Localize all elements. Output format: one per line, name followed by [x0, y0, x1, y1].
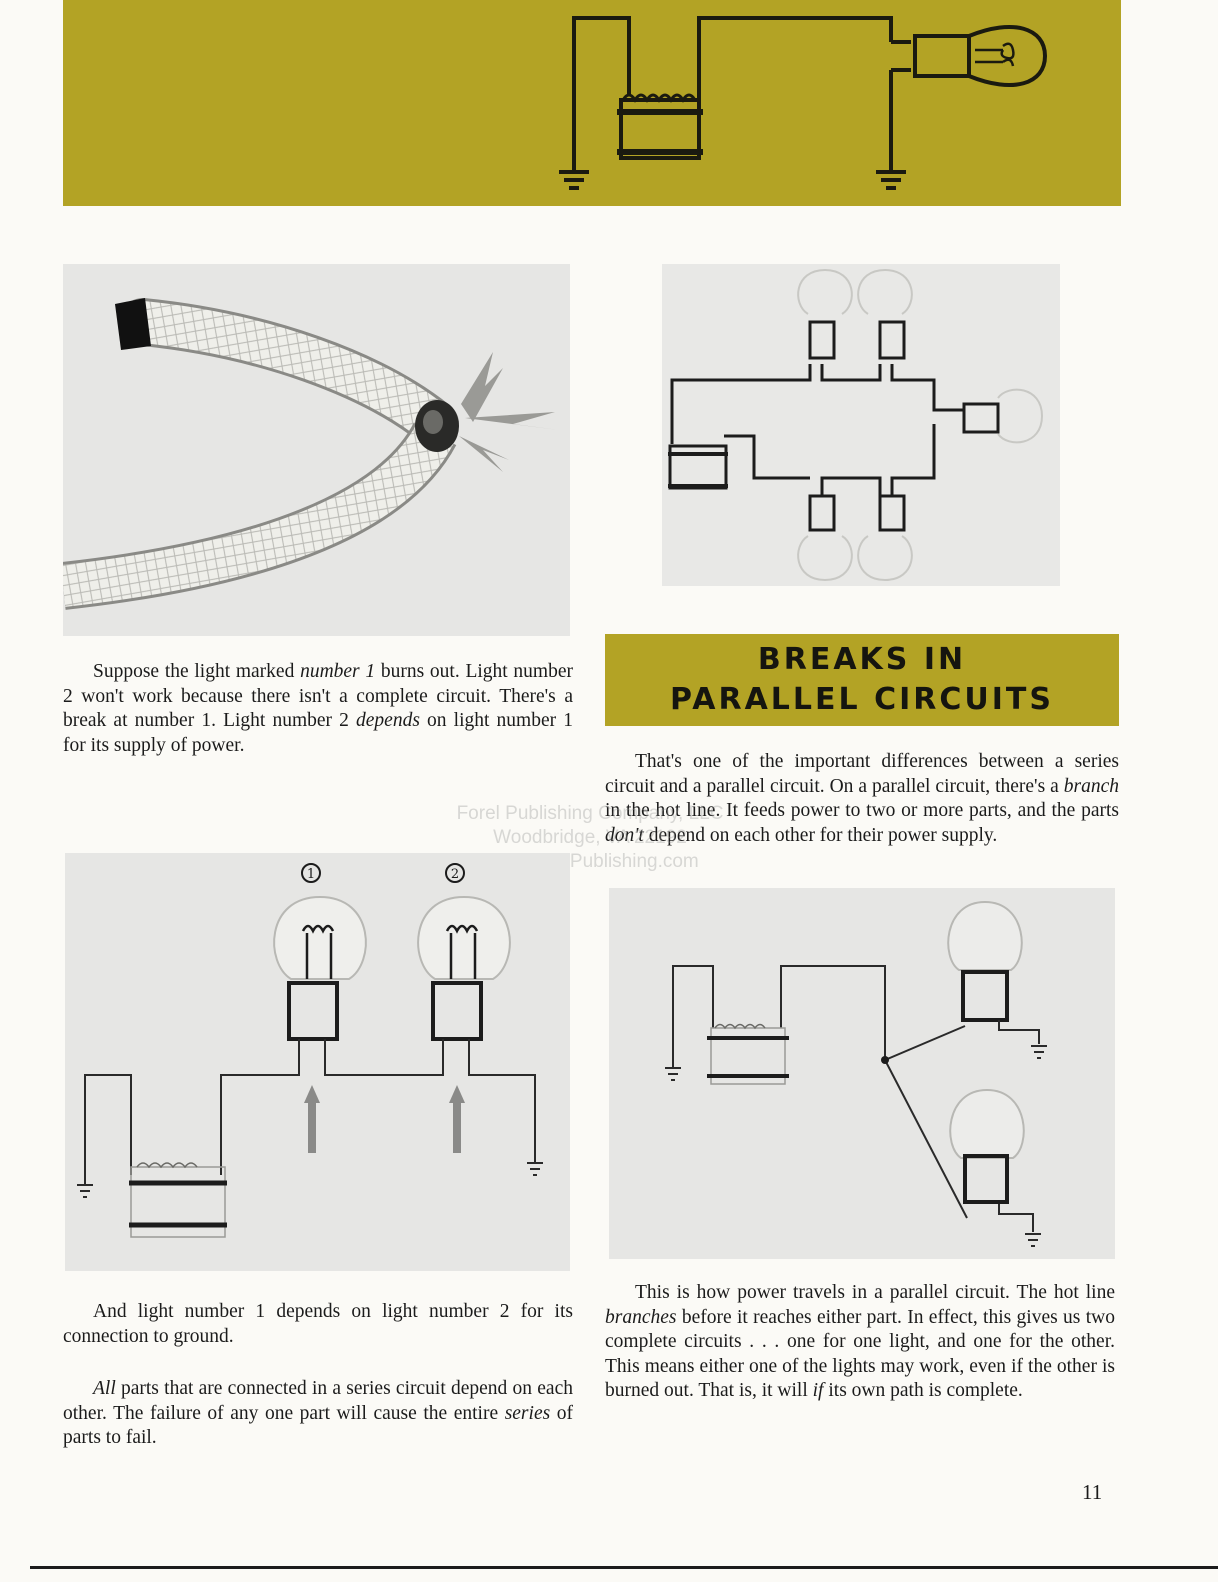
- text-emphasis: series: [504, 1402, 551, 1424]
- light-number-1-label: 1: [307, 867, 315, 882]
- text-run: That's one of the important differences …: [605, 751, 1119, 797]
- text-emphasis: branch: [1063, 775, 1119, 797]
- frayed-wire-illustration: [63, 298, 559, 610]
- branch-junction: [881, 1056, 889, 1064]
- section-heading-line-1: BREAKS IN: [757, 642, 967, 677]
- text-run: This is how power travels in a parallel …: [635, 1282, 1115, 1303]
- page-number: 11: [1082, 1480, 1103, 1504]
- banner-circuit-diagram: [559, 16, 1048, 190]
- top-banner: [63, 0, 1121, 206]
- paragraph-series-ground: And light number 1 depends on light numb…: [63, 1300, 573, 1349]
- text-run: parts that are connected in a series cir…: [63, 1378, 573, 1424]
- text-emphasis: don't: [605, 824, 644, 846]
- section-heading-line-2: PARALLEL CIRCUITS: [670, 682, 1054, 717]
- text-emphasis: depends: [356, 710, 420, 731]
- watermark-line: Forel Publishing Company, LLC: [456, 803, 724, 824]
- paragraph-parallel-intro: That's one of the important differences …: [605, 750, 1119, 848]
- paragraph-series-failure: All parts that are connected in a series…: [63, 1377, 573, 1451]
- text-run: Suppose the light marked: [93, 661, 301, 682]
- parallel-two-lights-photo: [609, 888, 1115, 1259]
- text-run: its own path is complete.: [823, 1380, 1023, 1401]
- light-number-2-label: 2: [451, 867, 459, 882]
- parallel-five-lights-diagram: [668, 268, 1044, 582]
- text-run: of parts to fail.: [63, 1402, 573, 1449]
- bottom-rule: [30, 1566, 1218, 1569]
- text-emphasis: if: [812, 1380, 824, 1401]
- paragraph-series-break: Suppose the light marked number 1 burns …: [63, 660, 573, 758]
- parallel-five-lights-photo: [662, 264, 1060, 586]
- series-two-lights-photo: 1 2: [65, 853, 570, 1271]
- text-run: before it reaches either part. In effect…: [605, 1306, 1115, 1402]
- parallel-two-lights-diagram: [665, 900, 1047, 1247]
- text-emphasis: branches: [605, 1306, 677, 1328]
- series-two-lights-diagram: 1 2: [77, 863, 543, 1238]
- paragraph-text: And light number 1 depends on light numb…: [63, 1301, 573, 1347]
- text-run: on light number 1 for its supply of powe…: [63, 710, 573, 756]
- text-emphasis: All: [93, 1378, 116, 1399]
- watermark-line: Woodbridge, VA 22192: [493, 827, 687, 848]
- text-run: in the hot line. It feeds power to two o…: [605, 800, 1119, 821]
- text-run: burns out. Light number 2 won't work bec…: [63, 661, 573, 731]
- text-run: depend on each other for their power sup…: [643, 824, 998, 846]
- frayed-wire-photo: [63, 264, 570, 636]
- text-emphasis: number 1: [300, 661, 376, 682]
- section-heading: BREAKS IN PARALLEL CIRCUITS: [605, 634, 1119, 726]
- paragraph-parallel-explained: This is how power travels in a parallel …: [605, 1281, 1115, 1404]
